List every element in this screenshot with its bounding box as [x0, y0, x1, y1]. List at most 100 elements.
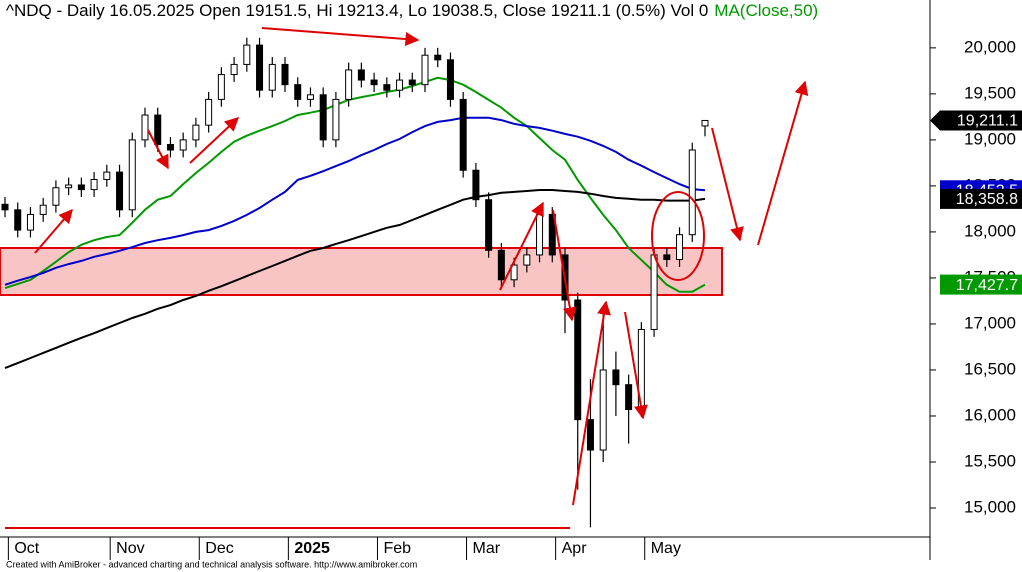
highlight-ellipse: [651, 191, 705, 281]
candle-body: [230, 63, 238, 76]
candle-body: [688, 149, 696, 236]
arrow: [757, 80, 809, 246]
y-tick-label: 16,000: [964, 405, 1016, 424]
candle-body: [574, 299, 582, 421]
ma-line: [4, 116, 706, 286]
candle-body: [90, 178, 98, 191]
candle-body: [281, 63, 289, 86]
candle-body: [497, 249, 505, 281]
candle-body: [166, 143, 174, 151]
candle-body: [421, 54, 429, 86]
x-tick-label: Feb: [383, 540, 411, 557]
x-tick-label: Dec: [205, 540, 233, 557]
candle-body: [1, 203, 9, 211]
candle-body: [332, 98, 340, 141]
candle-body: [179, 139, 187, 151]
y-tick-label: 15,000: [964, 497, 1016, 516]
candle-body: [65, 184, 73, 189]
y-tick-label: 19,500: [964, 83, 1016, 102]
x-tick-label: 2025: [294, 540, 330, 557]
ma-line: [4, 189, 706, 370]
candle-body: [586, 419, 594, 451]
candle-body: [523, 254, 531, 266]
candle-body: [472, 169, 480, 201]
value-label: 19,211.1: [957, 113, 1018, 130]
candle-body: [485, 199, 493, 251]
candle-body: [217, 74, 225, 100]
candle-body: [446, 59, 454, 100]
arrow: [552, 209, 577, 322]
candle-body: [77, 184, 85, 191]
candle-body: [39, 204, 47, 215]
candle-body: [116, 171, 124, 211]
arrow: [624, 311, 648, 420]
x-tick-label: Oct: [14, 540, 39, 557]
candle-body: [434, 54, 442, 61]
candle-body: [396, 79, 404, 91]
y-tick-label: 18,000: [964, 221, 1016, 240]
value-label-box: [940, 188, 1022, 209]
candle-body: [103, 171, 111, 180]
title-text: ^NDQ - Daily 16.05.2025 Open 19151.5, Hi…: [6, 1, 708, 20]
arrow: [147, 129, 169, 170]
candle-body: [599, 369, 607, 451]
arrow: [499, 201, 544, 291]
arrow: [572, 300, 611, 506]
chart-title: ^NDQ - Daily 16.05.2025 Open 19151.5, Hi…: [6, 1, 818, 20]
arrow: [261, 27, 420, 47]
candle-body: [141, 114, 149, 141]
candle-body: [701, 119, 709, 127]
candle-body: [663, 254, 671, 261]
candle-body: [408, 79, 416, 86]
y-tick-label: 19,000: [964, 129, 1016, 148]
candle-body: [370, 79, 378, 86]
candle-body: [52, 187, 60, 206]
ma-line: [4, 76, 706, 293]
credit: Created with AmiBroker - advanced charti…: [6, 559, 417, 569]
candle-body: [459, 98, 467, 171]
candle-body: [205, 98, 213, 126]
x-tick-label: May: [651, 540, 681, 557]
value-label: 18,358.8: [956, 191, 1018, 208]
candle-body: [14, 209, 22, 231]
annotations: [0, 247, 723, 296]
candle-body: [319, 94, 327, 141]
arrow: [189, 117, 240, 164]
candle-body: [243, 44, 251, 65]
candle-body: [192, 124, 200, 141]
candle-body: [345, 69, 353, 100]
candle-body: [26, 213, 34, 231]
candle-body: [306, 94, 314, 100]
candle-body: [268, 63, 276, 91]
value-label-box: [940, 274, 1022, 295]
candle-body: [510, 264, 518, 281]
y-tick-label: 16,500: [964, 359, 1016, 378]
y-tick-label: 15,500: [964, 451, 1016, 470]
candle-body: [383, 84, 391, 91]
annotations: [5, 27, 809, 529]
candle-body: [548, 213, 556, 256]
candle-body: [357, 69, 365, 81]
candle-body: [625, 384, 633, 411]
y-tick-label: 20,000: [964, 37, 1016, 56]
price-label-box: [930, 110, 1022, 131]
candle-body: [536, 213, 544, 256]
arrow: [34, 208, 73, 254]
candle-body: [650, 254, 658, 330]
x-tick-label: Mar: [473, 540, 501, 557]
candle-body: [294, 84, 302, 100]
candle-body: [256, 44, 264, 91]
x-tick-label: Nov: [116, 540, 144, 557]
candle-body: [128, 139, 136, 211]
x-tick-label: Apr: [562, 540, 588, 557]
candle-body: [676, 234, 684, 261]
candle-body: [612, 369, 620, 386]
value-label: 17,427.7: [956, 277, 1018, 294]
candle-body: [154, 114, 162, 145]
y-tick-label: 17,000: [964, 313, 1016, 332]
legend-entry: MA(Close,50): [714, 1, 818, 20]
support-zone: [0, 247, 723, 296]
arrow: [711, 127, 744, 242]
